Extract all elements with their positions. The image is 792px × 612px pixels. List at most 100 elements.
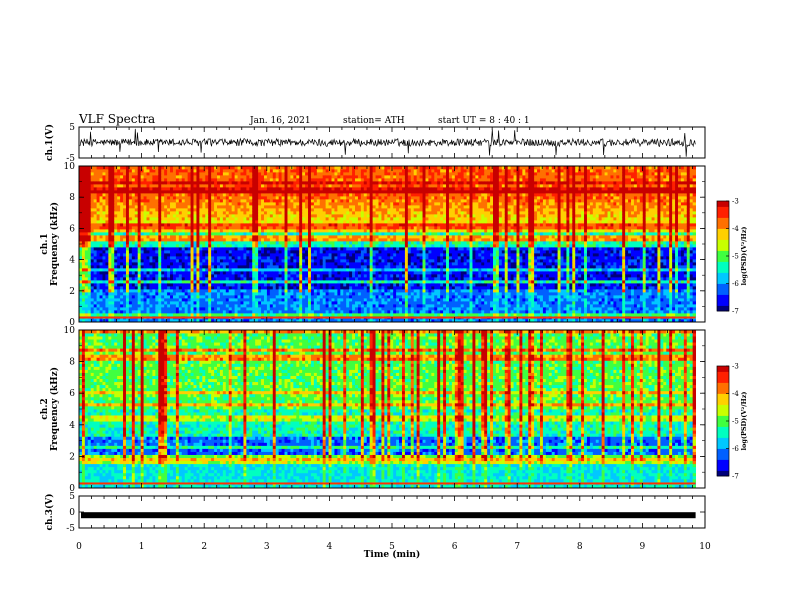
spectrogram-cell [305, 277, 309, 281]
spectrogram-cell [111, 199, 115, 203]
spectrogram-cell [211, 178, 215, 182]
spectrogram-cell [81, 208, 86, 212]
spectrogram-cell [196, 199, 200, 203]
spectrogram-cell [202, 202, 206, 206]
spectrogram-cell [149, 286, 153, 290]
spectrogram-cell [343, 226, 347, 230]
spectrogram-cell [217, 262, 221, 266]
spectrogram-cell [328, 214, 332, 218]
spectrogram-cell [266, 280, 271, 284]
spectrogram-cell [137, 265, 142, 269]
spectrogram-cell [99, 187, 103, 191]
spectrogram-cell [143, 307, 147, 311]
spectrogram-cell [255, 244, 259, 248]
spectrogram-cell [128, 250, 133, 254]
spectrogram-cell [149, 292, 153, 296]
spectrogram-cell [155, 178, 159, 182]
spectrogram-cell [102, 238, 106, 242]
spectrogram-cell [234, 301, 238, 305]
spectrogram-cell [255, 262, 259, 266]
spectrogram-cell [193, 265, 197, 269]
spectrogram-cell [96, 253, 100, 257]
spectrogram-cell [152, 184, 156, 188]
spectrogram-cell [290, 298, 294, 302]
spectrogram-cell [340, 175, 344, 179]
spectrogram-cell [158, 226, 162, 230]
spectrogram-cell [140, 295, 144, 299]
spectrogram-cell [175, 187, 180, 191]
spectrogram-cell [263, 313, 268, 317]
spectrogram-cell [334, 175, 338, 179]
spectrogram-cell [234, 175, 238, 179]
spectrogram-cell [240, 220, 244, 224]
spectrogram-cell [111, 175, 115, 179]
spectrogram-cell [81, 250, 86, 254]
spectrogram-cell [87, 250, 92, 254]
spectrogram-cell [152, 175, 156, 179]
spectrogram-cell [316, 232, 321, 236]
spectrogram-cell [99, 289, 103, 293]
spectrogram-cell [172, 295, 177, 299]
spectrogram-cell [105, 289, 109, 293]
spectrogram-cell [87, 319, 92, 323]
spectrogram-cell [243, 208, 247, 212]
spectrogram-cell [120, 250, 124, 254]
spectrogram-cell [346, 193, 350, 197]
spectrogram-cell [319, 229, 324, 233]
spectrogram-cell [261, 166, 265, 170]
spectrogram-cell [346, 214, 350, 218]
spectrogram-cell [243, 259, 247, 263]
spectrogram-cell [99, 196, 103, 200]
spectrogram-cell [222, 256, 227, 260]
spectrogram-cell [249, 199, 253, 203]
spectrogram-cell [181, 250, 186, 254]
spectrogram-cell [202, 283, 206, 287]
spectrogram-cell [181, 265, 186, 269]
spectrogram-cell [117, 187, 121, 191]
spectrogram-cell [170, 286, 174, 290]
spectrogram-cell [184, 169, 189, 173]
spectrogram-cell [263, 259, 268, 263]
spectrogram-cell [217, 247, 221, 251]
spectrogram-cell [219, 274, 224, 278]
spectrogram-cell [319, 238, 324, 242]
spectrogram-cell [234, 205, 238, 209]
spectrogram-cell [219, 280, 224, 284]
spectrogram-cell [281, 265, 285, 269]
spectrogram-cell [228, 295, 233, 299]
spectrogram-cell [87, 283, 92, 287]
spectrogram-cell [269, 265, 274, 269]
spectrogram-cell [255, 286, 259, 290]
spectrogram-cell [287, 280, 291, 284]
spectrogram-cell [222, 232, 227, 236]
spectrogram-cell [93, 166, 98, 170]
spectrogram-cell [199, 202, 203, 206]
spectrogram-cell [340, 286, 344, 290]
spectrogram-cell [152, 241, 156, 245]
spectrogram-cell [258, 193, 262, 197]
spectrogram-cell [187, 211, 191, 215]
spectrogram-cell [316, 202, 321, 206]
spectrogram-cell [149, 256, 153, 260]
spectrogram-cell [134, 304, 139, 308]
spectrogram-cell [275, 268, 280, 272]
spectrogram-cell [202, 211, 206, 215]
spectrogram-cell [319, 226, 324, 230]
spectrogram-cell [161, 175, 165, 179]
spectrogram-cell [313, 304, 318, 308]
spectrogram-cell [214, 202, 218, 206]
spectrogram-cell [305, 313, 309, 317]
spectrogram-cell [152, 292, 156, 296]
spectrogram-cell [269, 232, 274, 236]
spectrogram-cell [79, 256, 83, 260]
spectrogram-cell [140, 169, 144, 173]
spectrogram-cell [349, 253, 353, 257]
spectrogram-cell [143, 238, 147, 242]
spectrogram-cell [102, 172, 106, 176]
spectrogram-cell [352, 268, 356, 272]
spectrogram-cell [296, 313, 300, 317]
spectrogram-cell [266, 250, 271, 254]
spectrogram-cell [214, 274, 218, 278]
spectrogram-cell [243, 271, 247, 275]
spectrogram-cell [240, 208, 244, 212]
